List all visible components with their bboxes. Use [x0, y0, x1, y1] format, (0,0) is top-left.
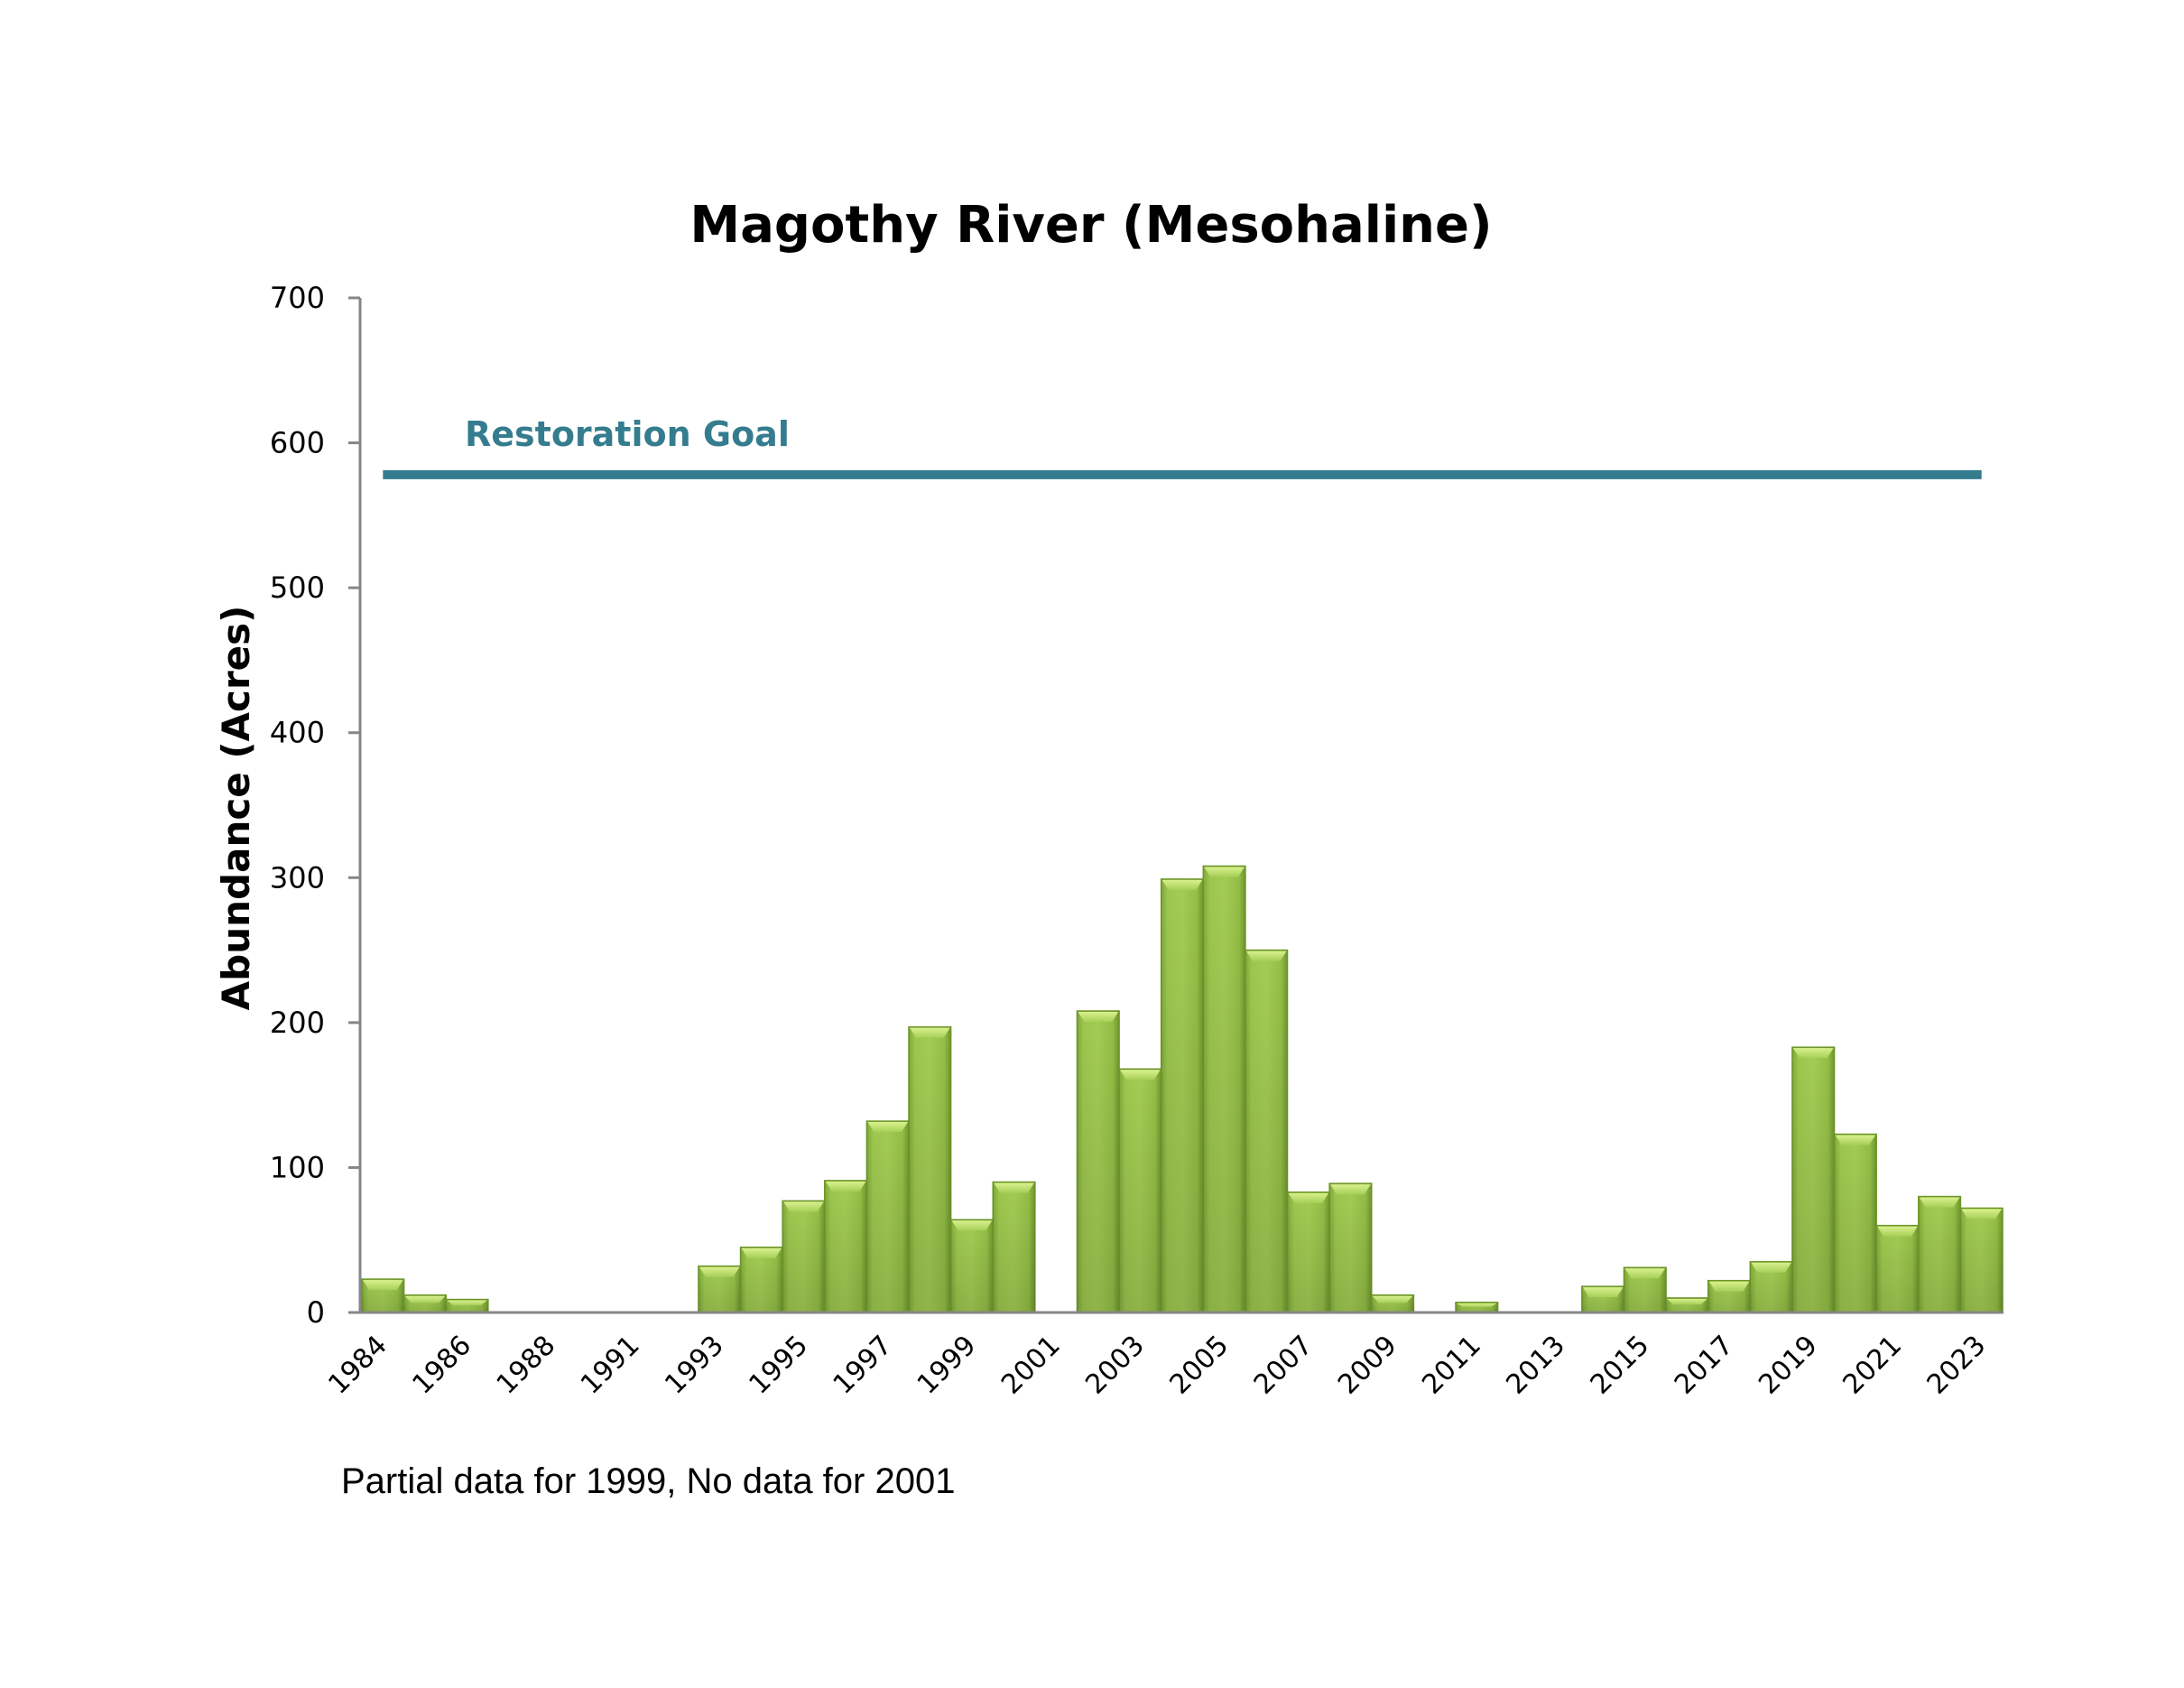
x-tick-label: 1991	[575, 1330, 646, 1401]
x-tick-label: 1993	[659, 1330, 730, 1401]
y-tick-label: 0	[307, 1295, 325, 1330]
footnote: Partial data for 1999, No data for 2001	[341, 1461, 955, 1501]
bar-1993	[698, 1265, 742, 1313]
y-tick-label: 100	[270, 1150, 325, 1184]
x-tick-label: 2015	[1585, 1330, 1656, 1401]
bar-2007	[1286, 1191, 1330, 1313]
x-axis-tick-labels: 1984 1986 1988 1991 1993 1995 1997 1999 2001 2003…	[322, 1330, 1992, 1401]
bar-2016	[1665, 1297, 1709, 1313]
bar-2020	[1833, 1133, 1877, 1313]
x-tick-label: 1997	[828, 1330, 899, 1401]
bar-2023	[1959, 1207, 2004, 1313]
x-tick-label: 2019	[1753, 1330, 1824, 1401]
y-axis-ticks: 0 100 200 300 400 500 600 700	[270, 281, 360, 1330]
chart-title: Magothy River (Mesohaline)	[689, 196, 1492, 255]
bar-1998	[908, 1025, 952, 1313]
x-tick-label: 1995	[743, 1330, 814, 1401]
bar-1985	[403, 1294, 447, 1313]
bar-2009	[1371, 1294, 1415, 1313]
y-tick-label: 600	[270, 426, 325, 460]
bar-1986	[445, 1298, 489, 1313]
y-tick-label: 200	[270, 1006, 325, 1040]
bar-2003	[1118, 1068, 1162, 1313]
bar-2006	[1245, 949, 1289, 1313]
x-tick-label: 1988	[491, 1330, 562, 1401]
x-tick-label: 2023	[1921, 1330, 1993, 1401]
y-tick-label: 300	[270, 860, 325, 895]
y-tick-label: 700	[270, 281, 325, 315]
x-tick-label: 2005	[1164, 1330, 1235, 1401]
bar-2017	[1707, 1279, 1752, 1313]
bar-2000	[992, 1181, 1036, 1313]
bar-2005	[1202, 865, 1246, 1313]
bar-2019	[1791, 1046, 1836, 1313]
bar-2021	[1875, 1224, 1920, 1313]
bar-2015	[1623, 1266, 1667, 1313]
x-tick-label: 2021	[1837, 1330, 1908, 1401]
bars	[361, 865, 2004, 1313]
x-tick-label: 2011	[1416, 1330, 1487, 1401]
bar-2022	[1918, 1195, 1962, 1313]
x-tick-label: 2017	[1669, 1330, 1740, 1401]
bar-1994	[739, 1246, 783, 1313]
x-tick-label: 1984	[322, 1330, 393, 1401]
y-axis-label: Abundance (Acres)	[214, 606, 258, 1011]
y-tick-label: 400	[270, 716, 325, 750]
bar-2018	[1749, 1261, 1793, 1313]
restoration-goal-label: Restoration Goal	[465, 414, 790, 454]
bar-1984	[361, 1278, 405, 1313]
bar-2011	[1455, 1302, 1499, 1313]
bar-2014	[1581, 1285, 1625, 1313]
bar-1996	[824, 1180, 868, 1313]
bar-2008	[1328, 1183, 1373, 1313]
bar-1999	[949, 1219, 994, 1313]
bar-2004	[1160, 878, 1205, 1313]
bar-1995	[782, 1200, 826, 1313]
bar-1997	[865, 1120, 910, 1313]
x-tick-label: 2009	[1332, 1330, 1403, 1401]
y-tick-label: 500	[270, 570, 325, 605]
x-tick-label: 1999	[912, 1330, 983, 1401]
x-tick-label: 2013	[1500, 1330, 1571, 1401]
x-tick-label: 2007	[1248, 1330, 1319, 1401]
bar-2002	[1076, 1010, 1120, 1313]
x-tick-label: 2001	[995, 1330, 1067, 1401]
x-tick-label: 2003	[1079, 1330, 1151, 1401]
x-tick-label: 1986	[406, 1330, 477, 1401]
